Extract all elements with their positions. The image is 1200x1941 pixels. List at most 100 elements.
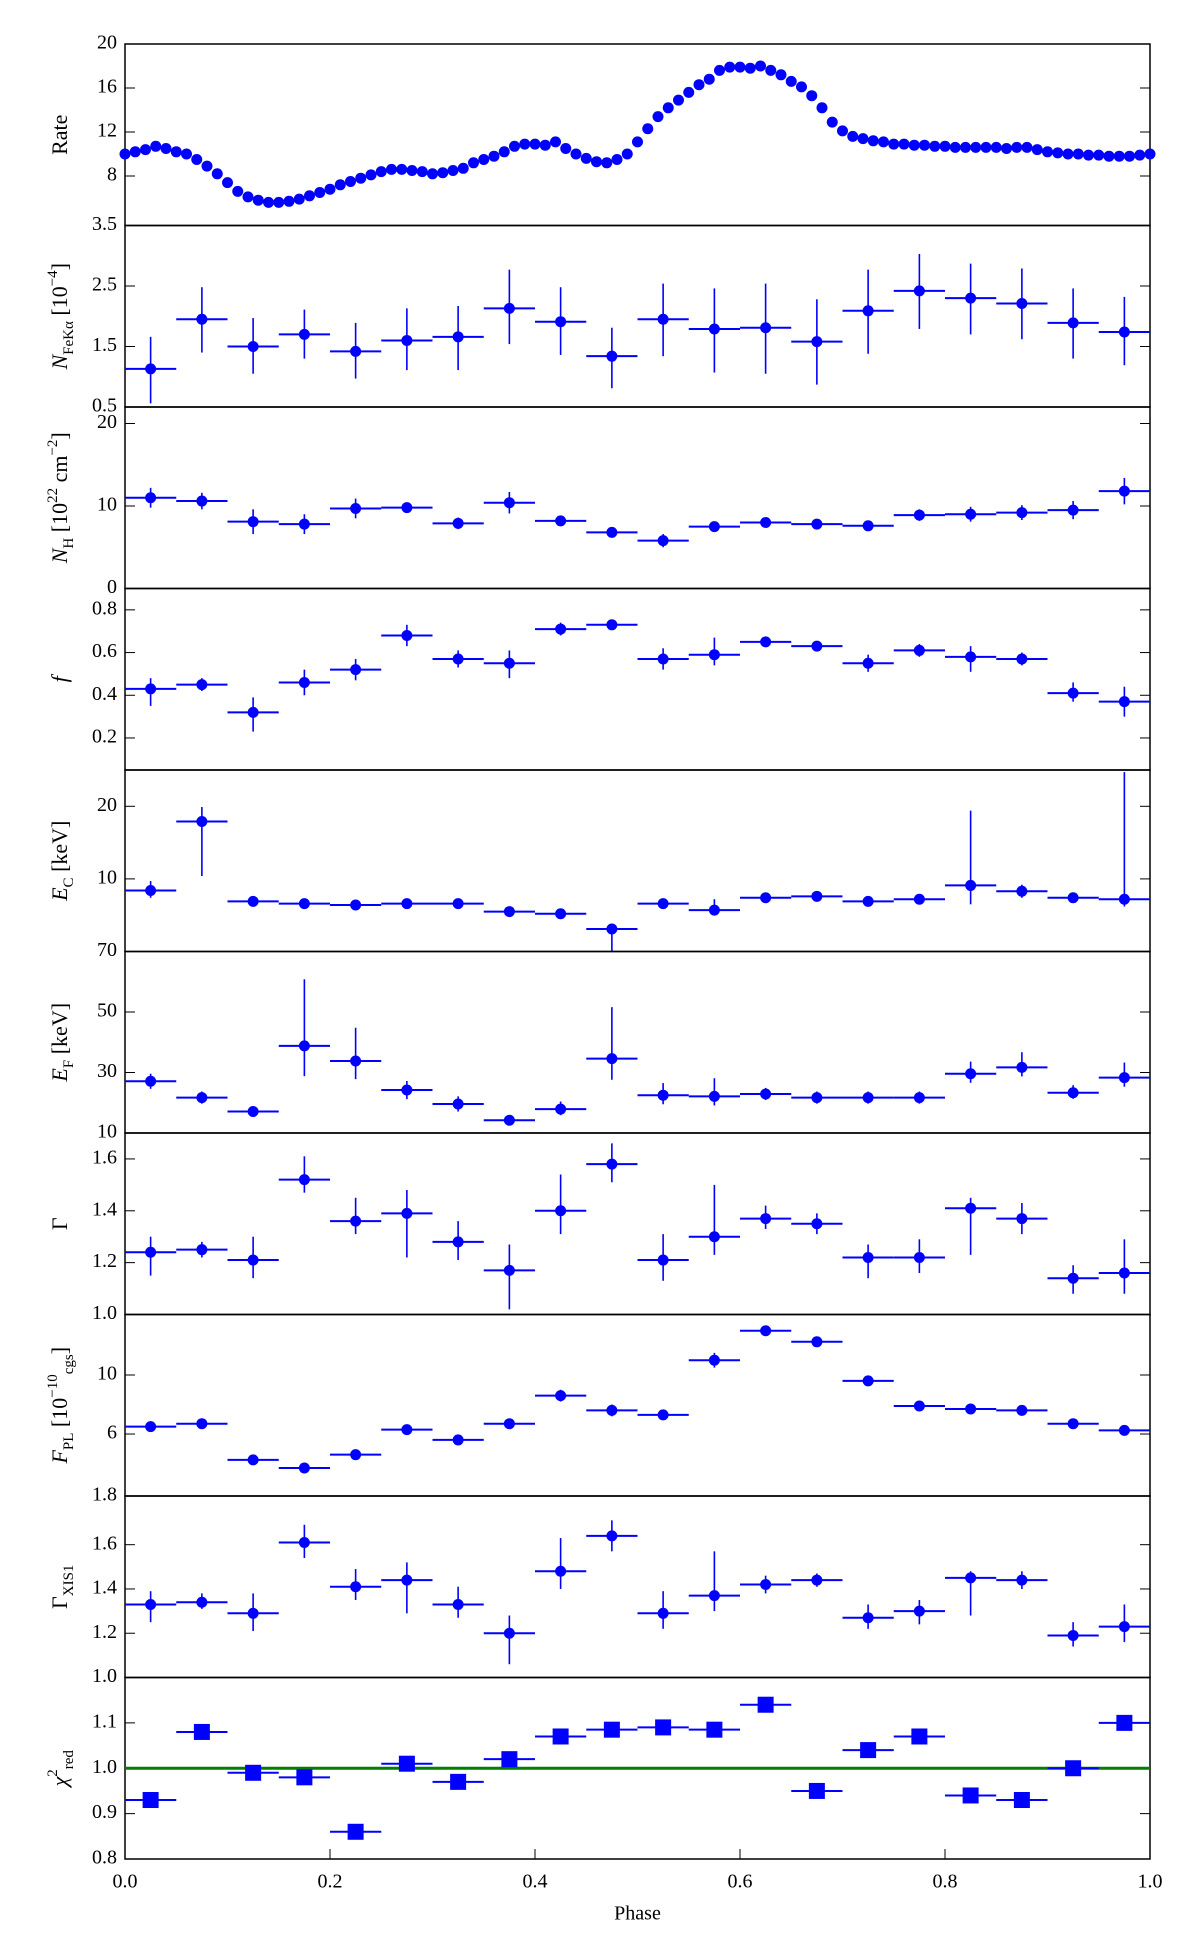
data-point bbox=[706, 1721, 723, 1738]
y-axis-label-part: [10 bbox=[47, 503, 72, 538]
data-point bbox=[603, 1721, 620, 1738]
y-axis-label: EF [keV] bbox=[47, 1003, 77, 1083]
y-axis-label-part: −10 bbox=[45, 1374, 61, 1397]
y-axis-label-part: PL bbox=[61, 1433, 77, 1451]
data-point bbox=[1016, 653, 1028, 665]
data-point bbox=[298, 1536, 310, 1548]
data-point bbox=[980, 141, 992, 153]
panel-frame bbox=[124, 224, 1151, 408]
y-axis-label-part: f bbox=[47, 673, 72, 682]
y-axis-label-part: ] bbox=[47, 263, 72, 270]
data-point bbox=[401, 1084, 413, 1096]
data-point bbox=[857, 133, 869, 145]
data-point bbox=[960, 141, 971, 153]
data-point bbox=[119, 148, 131, 160]
data-point bbox=[1118, 485, 1130, 497]
data-point bbox=[145, 1598, 157, 1610]
data-point bbox=[708, 1090, 720, 1102]
data-point bbox=[1016, 1404, 1028, 1416]
y-tick-label: 1.0 bbox=[92, 1756, 117, 1778]
data-point bbox=[555, 1205, 567, 1217]
data-point bbox=[760, 1579, 772, 1591]
y-axis-label: NFeKα [10−4] bbox=[45, 263, 77, 371]
y-tick-label: 0.4 bbox=[92, 683, 117, 705]
data-point bbox=[862, 1251, 874, 1263]
data-point bbox=[862, 1612, 874, 1624]
y-axis-label-part: cgs bbox=[61, 1354, 77, 1374]
data-point bbox=[457, 162, 469, 174]
data-point bbox=[708, 904, 720, 916]
data-point bbox=[1134, 149, 1146, 161]
data-point bbox=[450, 1773, 467, 1790]
data-point bbox=[913, 1092, 925, 1104]
data-point bbox=[1116, 1714, 1133, 1731]
data-point bbox=[196, 679, 208, 691]
data-point bbox=[503, 302, 515, 314]
y-axis-label-part: 2 bbox=[45, 1769, 61, 1777]
data-point bbox=[621, 148, 633, 160]
data-point bbox=[1072, 148, 1084, 160]
y-tick-label: 0.8 bbox=[92, 1847, 117, 1869]
data-point bbox=[245, 1764, 262, 1781]
y-axis-label-part: Rate bbox=[47, 115, 72, 155]
data-point bbox=[744, 62, 756, 74]
data-point bbox=[913, 893, 925, 905]
data-point bbox=[191, 154, 203, 165]
data-point bbox=[1118, 1621, 1130, 1633]
data-point bbox=[965, 879, 977, 891]
data-point bbox=[468, 157, 479, 169]
y-axis-label: Rate bbox=[47, 115, 72, 155]
data-point bbox=[1103, 150, 1115, 162]
data-point bbox=[247, 706, 259, 718]
data-point bbox=[965, 1068, 977, 1080]
data-point bbox=[796, 81, 807, 93]
data-point bbox=[350, 1449, 362, 1461]
data-point bbox=[826, 116, 838, 128]
data-point bbox=[145, 885, 157, 897]
data-point bbox=[145, 1075, 157, 1087]
data-point bbox=[965, 292, 977, 304]
data-point bbox=[1067, 892, 1079, 904]
data-point bbox=[193, 1723, 210, 1740]
data-point bbox=[365, 169, 377, 181]
data-point bbox=[196, 1244, 208, 1256]
data-point bbox=[555, 1390, 567, 1402]
y-axis-label-part: E bbox=[47, 887, 72, 902]
data-point bbox=[347, 1823, 364, 1840]
y-axis-label-part: cm bbox=[47, 456, 72, 488]
data-point bbox=[775, 69, 787, 81]
y-tick-label: 10 bbox=[97, 1363, 117, 1385]
data-point bbox=[965, 651, 977, 663]
data-point bbox=[503, 906, 515, 918]
data-point bbox=[1016, 1061, 1028, 1073]
data-point bbox=[929, 140, 941, 152]
y-axis-label-part: FeKα bbox=[61, 321, 77, 355]
data-point bbox=[652, 111, 664, 123]
y-axis-label-part: −2 bbox=[45, 440, 61, 456]
data-point bbox=[862, 520, 874, 532]
data-point bbox=[1011, 141, 1023, 153]
y-axis-label-part: ] bbox=[47, 432, 72, 439]
data-point bbox=[657, 1607, 669, 1619]
data-point bbox=[375, 166, 387, 178]
panel-frame bbox=[124, 1495, 1151, 1679]
data-point bbox=[806, 90, 818, 102]
data-point bbox=[296, 1769, 313, 1786]
data-point bbox=[298, 328, 310, 340]
data-point bbox=[552, 1728, 569, 1745]
data-point bbox=[1118, 1267, 1130, 1279]
data-point bbox=[247, 1254, 259, 1266]
data-point bbox=[919, 139, 930, 151]
data-point bbox=[1067, 1418, 1079, 1430]
data-point bbox=[755, 60, 766, 72]
y-tick-label: 10 bbox=[97, 494, 117, 516]
data-point bbox=[386, 163, 397, 175]
x-tick-label: 0.8 bbox=[933, 1871, 958, 1893]
y-axis-label-part: red bbox=[61, 1750, 77, 1770]
data-point bbox=[1065, 1760, 1082, 1777]
data-point bbox=[860, 1742, 877, 1759]
data-point bbox=[211, 168, 223, 180]
y-tick-label: 1.2 bbox=[92, 1621, 117, 1643]
data-point bbox=[785, 75, 797, 87]
data-point bbox=[160, 143, 172, 154]
